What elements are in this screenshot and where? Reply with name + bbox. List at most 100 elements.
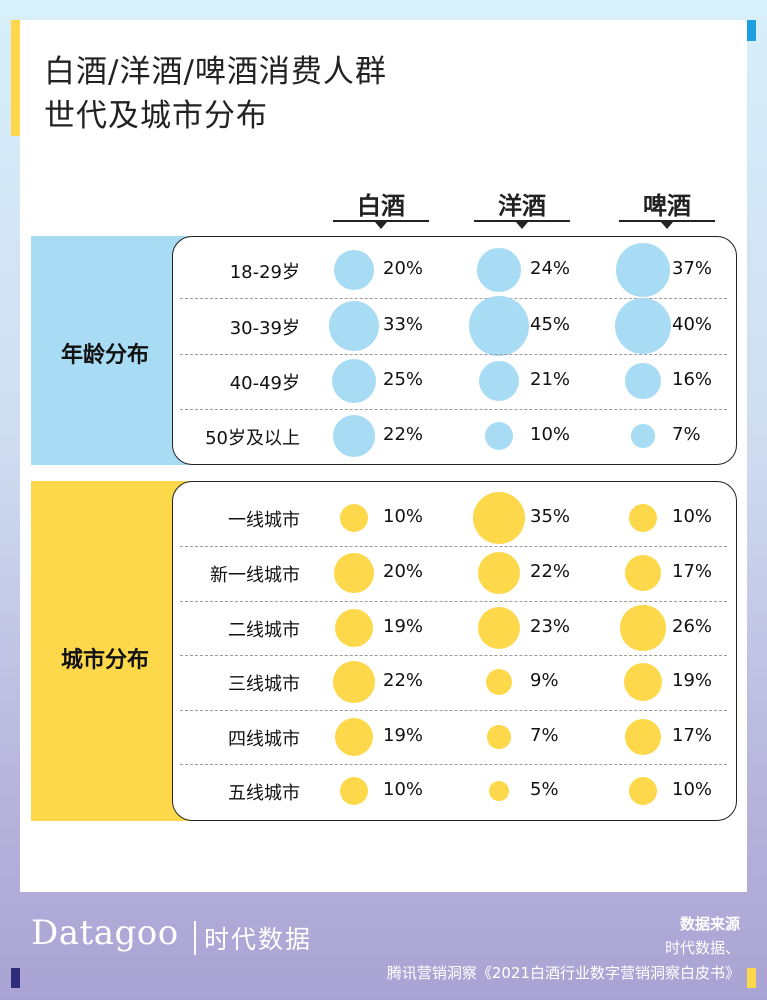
city-row-separator-1 (180, 545, 727, 547)
age-row-separator-3 (180, 408, 727, 410)
city-bubble-r2-c3 (624, 554, 662, 592)
age-value-label-r2-c1: 33% (383, 314, 424, 335)
city-bubble-r3-c1 (334, 608, 374, 648)
city-row-separator-2 (180, 600, 727, 602)
age-bubble-r1-c2 (477, 248, 521, 292)
column-header-underline-1 (333, 220, 429, 222)
city-value-label-r6-c2: 5% (530, 779, 559, 800)
age-value-label-r1-c1: 20% (383, 258, 424, 279)
city-section-band: 城市分布 (31, 481, 191, 821)
age-bubble-r2-c1 (328, 300, 380, 352)
chart-title: 白酒/洋酒/啤酒消费人群 世代及城市分布 (44, 50, 387, 138)
column-header-3: 啤酒 (643, 192, 691, 220)
accent-bar-top-right (747, 20, 756, 41)
age-value-label-r4-c3: 7% (672, 424, 701, 445)
city-bubble-r5-c3 (624, 718, 662, 756)
column-header-1: 白酒 (357, 192, 405, 220)
source-heading: 数据来源 (679, 915, 740, 933)
column-header-underline-2 (474, 220, 570, 222)
chart-title-line-2: 世代及城市分布 (44, 98, 268, 134)
age-value-label-r3-c2: 21% (530, 369, 571, 390)
accent-bar-bottom-left (11, 968, 20, 988)
column-header-underline-3 (619, 220, 715, 222)
age-bubble-r1-c3 (616, 243, 670, 297)
age-row-separator-1 (180, 298, 727, 299)
city-bubble-r5-c1 (334, 717, 374, 757)
city-value-label-r4-c1: 22% (383, 670, 424, 691)
city-bubble-r4-c1 (333, 661, 375, 703)
city-bubble-r2-c1 (334, 553, 374, 593)
city-bubble-r1-c3 (629, 504, 657, 532)
city-row-separator-3 (180, 655, 727, 656)
city-bubble-r6-c3 (629, 777, 657, 805)
brand-divider (194, 921, 196, 955)
city-distribution-panel (172, 481, 737, 821)
city-bubble-r5-c2 (487, 725, 511, 749)
city-value-label-r4-c2: 9% (530, 670, 559, 691)
age-bubble-r3-c1 (331, 358, 377, 404)
source-line-2: 腾讯营销洞察《2021白酒行业数字营销洞察白皮书》 (386, 964, 740, 982)
column-header-2: 洋酒 (498, 192, 546, 220)
city-bubble-r3-c2 (477, 606, 521, 650)
city-value-label-r2-c1: 20% (383, 561, 424, 582)
city-section-label: 城市分布 (60, 648, 149, 673)
age-row-label-4: 50岁及以上 (205, 428, 300, 449)
age-value-label-r2-c3: 40% (672, 314, 713, 335)
city-value-label-r5-c2: 7% (530, 725, 559, 746)
city-value-label-r5-c1: 19% (383, 725, 424, 746)
age-bubble-r4-c2 (485, 422, 513, 450)
city-bubble-r2-c2 (478, 552, 520, 594)
source-line-1: 时代数据、 (664, 939, 740, 957)
city-value-label-r2-c2: 22% (530, 561, 571, 582)
age-row-label-3: 40-49岁 (229, 373, 300, 394)
age-row-label-2: 30-39岁 (229, 318, 300, 339)
age-bubble-r4-c1 (333, 415, 375, 457)
city-value-label-r1-c2: 35% (530, 506, 571, 527)
age-value-label-r3-c1: 25% (383, 369, 424, 390)
city-value-label-r6-c3: 10% (672, 779, 713, 800)
age-value-label-r4-c2: 10% (530, 424, 571, 445)
city-row-separator-4 (180, 709, 727, 711)
age-bubble-r1-c1 (334, 250, 374, 290)
city-value-label-r4-c3: 19% (672, 670, 713, 691)
column-header-pointer-1 (375, 222, 387, 229)
city-row-separator-5 (180, 764, 727, 765)
accent-bar-left (11, 20, 20, 136)
city-bubble-r6-c2 (489, 781, 509, 801)
age-bubble-r4-c3 (631, 424, 655, 448)
city-row-label-4: 三线城市 (228, 674, 300, 695)
age-section-band: 年龄分布 (31, 236, 191, 465)
age-row-label-1: 18-29岁 (229, 262, 300, 283)
city-value-label-r3-c2: 23% (530, 616, 571, 637)
age-value-label-r2-c2: 45% (530, 314, 571, 335)
age-bubble-r3-c3 (625, 363, 661, 399)
column-header-pointer-2 (516, 222, 528, 229)
city-bubble-r1-c2 (472, 491, 526, 545)
city-value-label-r3-c1: 19% (383, 616, 424, 637)
city-bubble-r4-c3 (623, 662, 663, 702)
column-header-pointer-3 (661, 222, 673, 229)
age-bubble-r2-c3 (615, 298, 671, 354)
age-bubble-r3-c2 (478, 360, 520, 402)
city-value-label-r1-c3: 10% (672, 506, 713, 527)
city-row-label-6: 五线城市 (228, 783, 300, 804)
age-value-label-r3-c3: 16% (672, 369, 713, 390)
city-row-label-2: 新一线城市 (210, 565, 300, 586)
city-value-label-r6-c1: 10% (383, 779, 424, 800)
age-value-label-r1-c3: 37% (672, 258, 713, 279)
city-row-label-1: 一线城市 (228, 510, 300, 531)
city-value-label-r5-c3: 17% (672, 725, 713, 746)
city-value-label-r2-c3: 17% (672, 561, 713, 582)
city-value-label-r1-c1: 10% (383, 506, 424, 527)
age-value-label-r1-c2: 24% (530, 258, 571, 279)
city-bubble-r6-c1 (340, 777, 368, 805)
city-value-label-r3-c3: 26% (672, 616, 713, 637)
city-bubble-r3-c3 (620, 605, 666, 651)
city-row-label-3: 二线城市 (228, 620, 300, 641)
age-row-separator-2 (180, 353, 727, 355)
city-row-label-5: 四线城市 (228, 729, 300, 750)
accent-bar-bottom-right (747, 968, 756, 988)
city-bubble-r1-c1 (340, 504, 368, 532)
age-bubble-r2-c2 (469, 296, 529, 356)
chart-title-line-1: 白酒/洋酒/啤酒消费人群 (44, 54, 387, 90)
